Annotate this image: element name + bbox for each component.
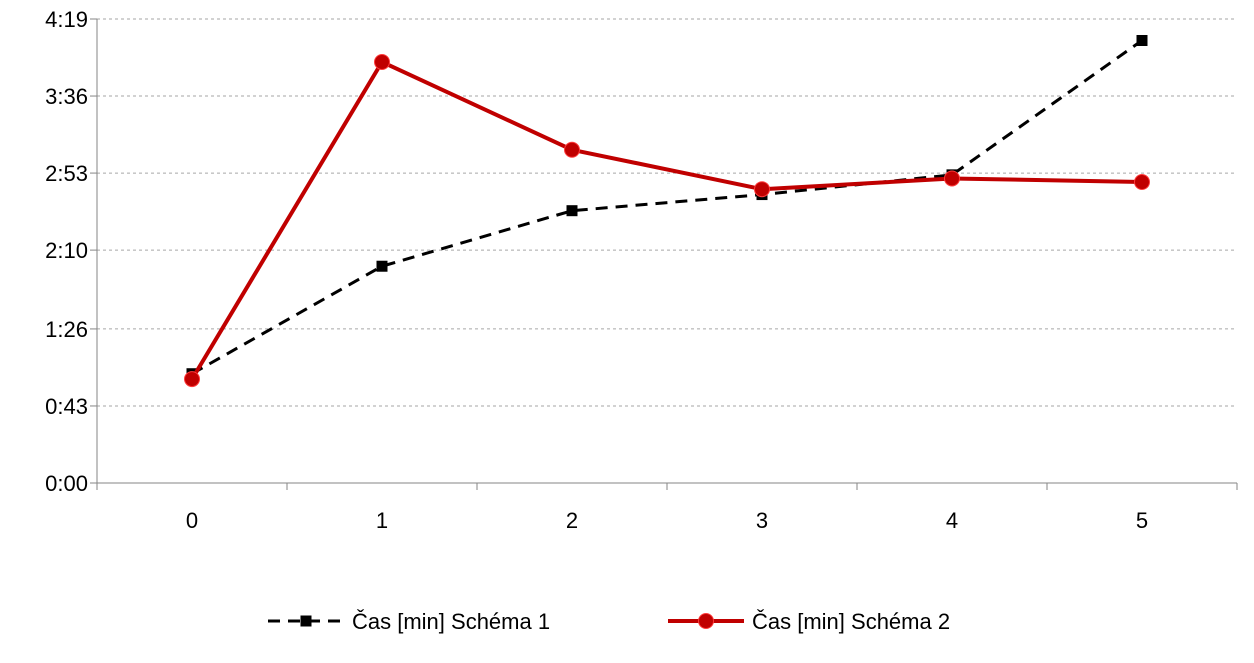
x-tick-label: 5 xyxy=(1136,508,1148,533)
x-tick-label: 4 xyxy=(946,508,958,533)
legend-item-2: Čas [min] Schéma 2 xyxy=(668,609,950,634)
data-point-square xyxy=(566,205,578,217)
data-point-circle xyxy=(698,613,714,629)
data-point-circle xyxy=(1134,174,1150,191)
series-1 xyxy=(186,34,1148,380)
data-point-circle xyxy=(564,141,580,158)
y-tick-label: 2:53 xyxy=(45,161,88,186)
y-tick-label: 4:19 xyxy=(45,7,88,32)
y-tick-label: 2:10 xyxy=(45,238,88,263)
gridlines xyxy=(97,18,1237,407)
series-line xyxy=(191,39,1143,376)
series-2 xyxy=(184,53,1150,388)
data-point-square xyxy=(300,615,312,627)
y-tick-label: 1:26 xyxy=(45,317,88,342)
legend: Čas [min] Schéma 1 Čas [min] Schéma 2 xyxy=(268,609,950,634)
data-point-circle xyxy=(374,53,390,70)
x-tick-label: 1 xyxy=(376,508,388,533)
legend-label: Čas [min] Schéma 1 xyxy=(352,609,550,634)
data-point-square xyxy=(376,260,388,272)
x-tick-label: 2 xyxy=(566,508,578,533)
series-lines xyxy=(184,34,1150,388)
x-tick-label: 0 xyxy=(186,508,198,533)
y-tick-label: 0:00 xyxy=(45,471,88,496)
data-point-square xyxy=(1136,34,1148,46)
series-line xyxy=(190,59,1143,381)
data-point-circle xyxy=(944,170,960,187)
data-point-circle xyxy=(184,371,200,388)
y-tick-label: 3:36 xyxy=(45,84,88,109)
y-tick-label: 0:43 xyxy=(45,394,88,419)
x-tick-label: 3 xyxy=(756,508,768,533)
legend-label: Čas [min] Schéma 2 xyxy=(752,609,950,634)
axes: 0:00 0:43 1:26 2:10 2:53 3:36 4:19 0 1 2 3 4 5 xyxy=(45,7,1238,533)
data-point-circle xyxy=(754,181,770,198)
legend-item-1: Čas [min] Schéma 1 xyxy=(268,609,550,634)
